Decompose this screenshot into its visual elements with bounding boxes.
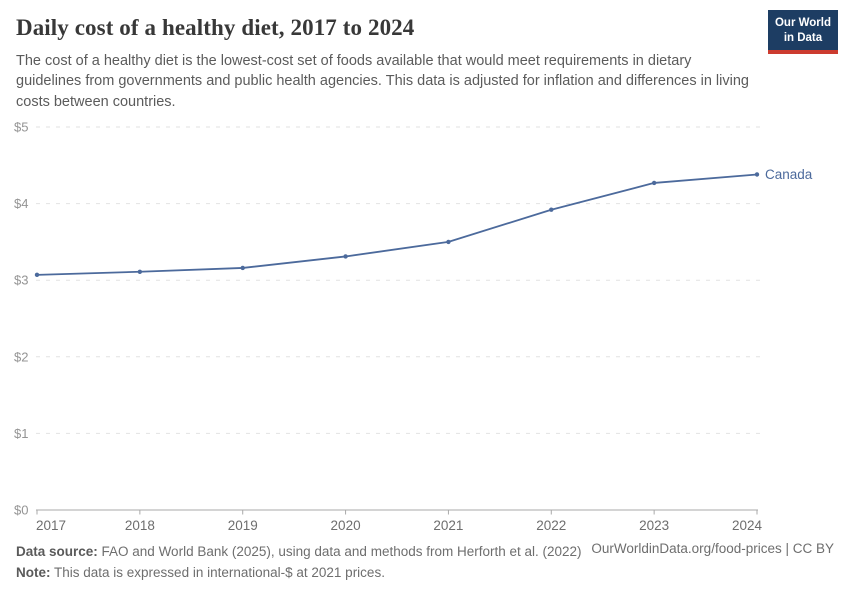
owid-logo-line2: in Data <box>783 31 823 44</box>
data-point-canada-2019[interactable] <box>240 265 245 271</box>
y-tick-label-2: $2 <box>14 349 28 364</box>
data-point-canada-2018[interactable] <box>137 269 143 274</box>
data-source-text: FAO and World Bank (2025), using data an… <box>97 544 582 559</box>
chart-header: Daily cost of a healthy diet, 2017 to 20… <box>16 10 838 112</box>
x-tick-label-2022: 2022 <box>536 518 566 533</box>
data-point-canada-2023[interactable] <box>651 180 657 186</box>
data-point-canada-2021[interactable] <box>446 239 451 245</box>
y-tick-label-4: $4 <box>14 196 28 211</box>
x-tick-label-2019: 2019 <box>228 518 258 533</box>
y-tick-label-5: $5 <box>14 120 28 135</box>
x-tick-label-2021: 2021 <box>433 518 463 533</box>
owid-link[interactable]: OurWorldinData.org/food-prices | CC BY <box>591 541 834 556</box>
owid-logo-line1: Our World <box>774 17 831 29</box>
x-tick-label-2024: 2024 <box>732 518 763 533</box>
data-source-label: Data source: <box>16 544 98 559</box>
y-tick-label-1: $1 <box>14 426 28 441</box>
y-tick-label-0: $0 <box>14 503 28 518</box>
x-tick-label-2023: 2023 <box>639 518 669 533</box>
line-series-canada <box>36 173 758 276</box>
note-line: Note: This data is expressed in internat… <box>16 562 582 583</box>
x-tick-label-2017: 2017 <box>36 518 66 533</box>
data-source-line: Data source: FAO and World Bank (2025), … <box>16 541 582 562</box>
chart-footer: Data source: FAO and World Bank (2025), … <box>16 541 834 584</box>
data-point-canada-2020[interactable] <box>343 254 348 259</box>
x-tick-label-2020: 2020 <box>331 518 361 533</box>
note-label: Note: <box>16 565 51 581</box>
series-end-label-canada[interactable]: Canada <box>765 167 813 182</box>
note-text: This data is expressed in international-… <box>50 565 385 581</box>
x-tick-label-2018: 2018 <box>125 518 155 533</box>
data-point-canada-2022[interactable] <box>549 207 554 212</box>
line-chart: $0 $1 $2 $3 $4 $5 2017 2018 2019 2020 2021 2022 2023… <box>0 115 850 540</box>
footer-source-note: Data source: FAO and World Bank (2025), … <box>16 541 582 584</box>
data-point-canada-2017[interactable] <box>34 272 40 278</box>
chart-subtitle: The cost of a healthy diet is the lowest… <box>16 52 749 110</box>
data-point-canada-2024[interactable] <box>754 172 760 177</box>
owid-logo: Our World in Data <box>767 10 838 54</box>
chart-canvas: $0 $1 $2 $3 $4 $5 2017 2018 2019 2020 2021 2022 2023… <box>14 120 813 534</box>
y-tick-label-3: $3 <box>14 273 28 288</box>
page-title: Daily cost of a healthy diet, 2017 to 20… <box>16 15 415 40</box>
